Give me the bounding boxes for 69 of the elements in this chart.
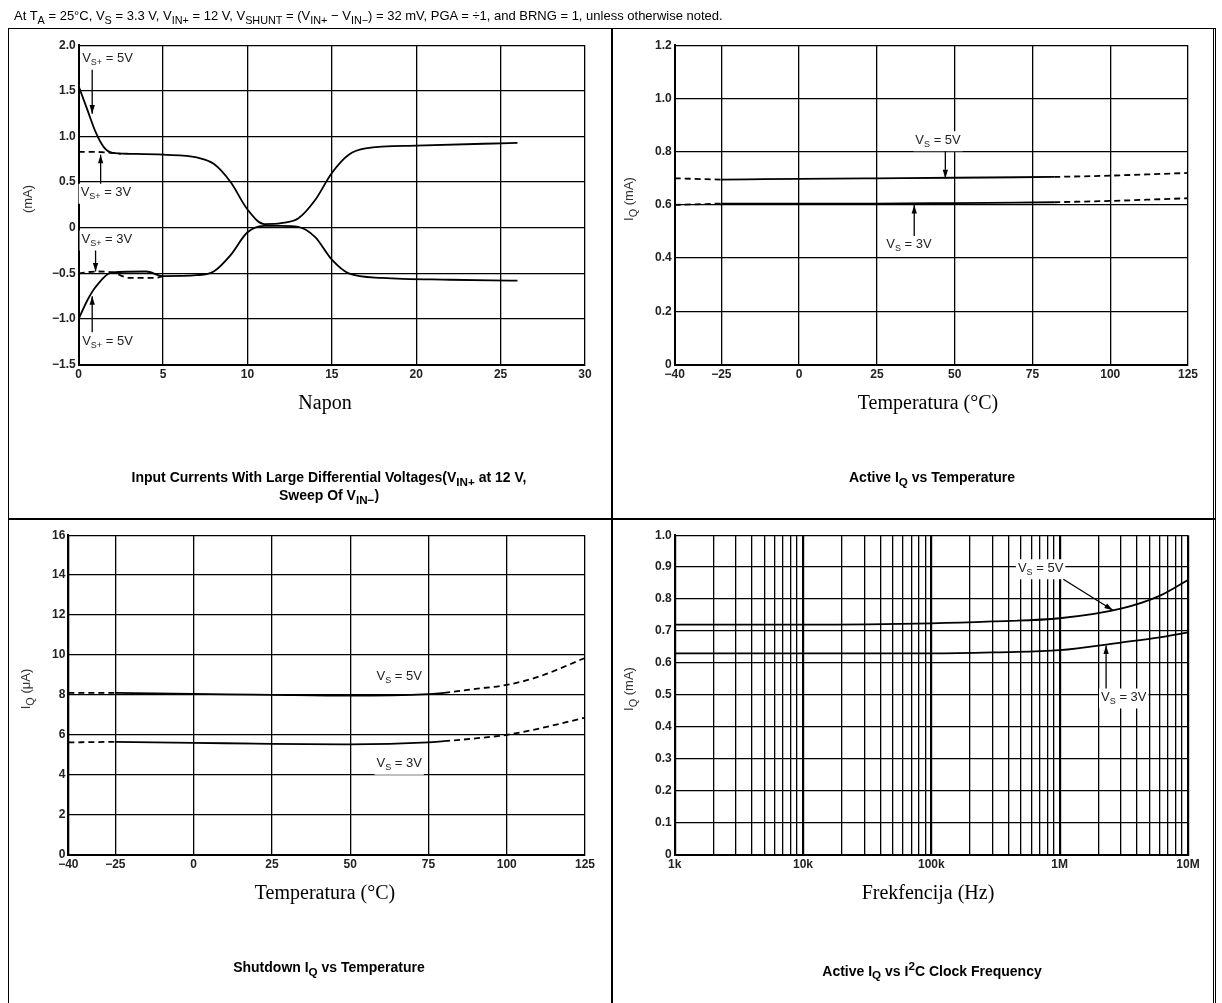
text: Shutdown I$_{Q}$ vs Temperature (232, 958, 426, 978)
y-tick-label: 8 (58, 686, 66, 701)
x-tick-label: 10 (240, 366, 255, 381)
y-tick-label: 10 (51, 646, 66, 661)
y-tick-label: −0.5 (51, 265, 76, 280)
x-tick-label: 75 (1025, 366, 1040, 381)
x-tick-label: 30 (578, 366, 592, 381)
y-tick-label: 1.0 (654, 527, 672, 542)
y-axis-title: (mA) (19, 184, 35, 213)
y-tick-label: −1.0 (51, 310, 76, 325)
y-tick-label: 2.0 (59, 37, 77, 52)
y-tick-label: 0.7 (654, 622, 672, 637)
y-tick-label: 14 (51, 567, 66, 582)
y-tick-label: 0.6 (654, 654, 672, 669)
x-tick-label: 5 (159, 366, 167, 381)
text: Active I$_{Q}$ vs Temperature (848, 468, 1016, 488)
y-tick-label: 0.8 (654, 143, 672, 158)
x-tick-label: −25 (105, 856, 126, 871)
y-tick-label: 6 (58, 726, 66, 741)
y-tick-label: 0.5 (59, 173, 77, 188)
y-tick-label: 0 (58, 846, 66, 861)
y-tick-label: 0.9 (654, 559, 672, 574)
y-tick-label: 0.3 (654, 750, 672, 765)
x-tick-label: 125 (1177, 366, 1199, 381)
y-tick-label: 0.1 (654, 814, 672, 829)
x-tick-label: 100k (917, 856, 946, 871)
x-axis-title: Frekfencija (Hz) (860, 880, 996, 904)
y-tick-label: 0 (69, 219, 76, 234)
y-tick-label: 0.2 (654, 782, 672, 797)
y-tick-label: 1.0 (654, 90, 672, 105)
text: At T$_{A}$ = 25°C, V$_{S}$ = 3.3 V, V$_{IN+}$ = 12 V, V$_{SHUNT}$ = (V$_{IN+}$ − V$_{IN−}$) = 32 mV, PGA = ÷1, and BRNG = 1, unless otherwise noted. (14, 8, 723, 26)
y-tick-label: 12 (51, 606, 66, 621)
x-tick-label: 15 (325, 366, 339, 381)
x-tick-label: 125 (574, 856, 596, 871)
y-tick-label: 0.5 (654, 686, 672, 701)
y-tick-label: 1.0 (59, 128, 77, 143)
y-tick-label: 0.8 (654, 590, 672, 605)
x-tick-label: 25 (493, 366, 508, 381)
x-axis-title: Temperatura (°C) (253, 880, 397, 904)
y-tick-label: 0.6 (654, 196, 672, 211)
x-axis-title: Napon (297, 390, 353, 414)
x-tick-label: −25 (711, 366, 732, 381)
y-tick-label: 1.5 (59, 82, 77, 97)
x-tick-label: 25 (870, 366, 884, 381)
x-tick-label: 1M (1051, 856, 1069, 871)
y-tick-label: 2 (58, 806, 66, 821)
y-tick-label: 4 (58, 766, 66, 781)
x-tick-label: 20 (409, 366, 424, 381)
x-tick-label: 75 (421, 856, 436, 871)
chart-title: Input Currents With Large Differential Voltages(V$_{IN+}$ at 12 V, Sweep Of V$_{IN−}$) (131, 468, 527, 507)
x-axis-title: Temperatura (°C) (856, 390, 1000, 414)
x-tick-label: 0 (190, 856, 198, 871)
y-tick-label: −1.5 (51, 356, 76, 371)
y-tick-label: 1.2 (654, 37, 672, 52)
x-tick-label: 1k (668, 856, 682, 871)
x-tick-label: 10M (1176, 856, 1200, 871)
x-tick-label: 0 (795, 366, 803, 381)
y-tick-label: 0.4 (654, 718, 672, 733)
x-tick-label: 50 (947, 366, 962, 381)
y-tick-label: 0.4 (654, 250, 672, 265)
x-tick-label: 25 (265, 856, 279, 871)
x-tick-label: 50 (343, 856, 358, 871)
text: Active I$_{Q}$ vs I$^{2}$C Clock Frequency (821, 958, 1043, 982)
x-tick-label: 100 (496, 856, 518, 871)
x-tick-label: 10k (793, 856, 814, 871)
y-tick-label: 0 (664, 356, 672, 371)
y-tick-label: 16 (51, 527, 66, 542)
y-tick-label: 0.2 (654, 303, 672, 318)
x-tick-label: 100 (1100, 366, 1121, 381)
